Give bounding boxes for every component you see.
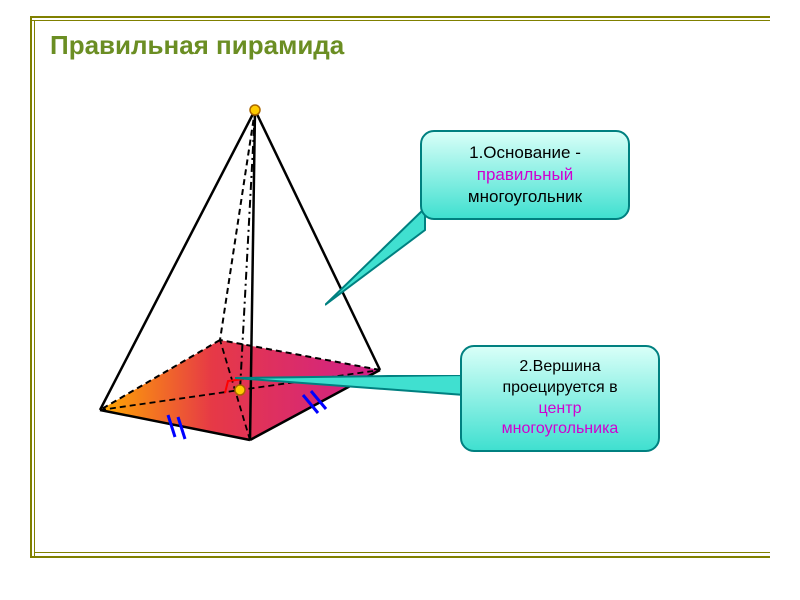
frame-border	[30, 16, 32, 556]
apex-vertex	[250, 105, 260, 115]
frame-border	[34, 552, 770, 553]
frame-border	[30, 556, 770, 558]
frame-border	[30, 16, 770, 18]
callout-text: проецируется в	[476, 378, 644, 399]
callout-text: центр	[476, 399, 644, 420]
callout-tail	[235, 375, 485, 435]
callout-text: 2.Вершина	[476, 357, 644, 378]
callout-apex: 2.Вершина проецируется в центр многоугол…	[460, 345, 660, 452]
slide-title: Правильная пирамида	[50, 30, 344, 61]
callout-text: правильный	[436, 164, 614, 186]
frame-border	[30, 20, 770, 21]
callout-text: многоугольника	[476, 419, 644, 440]
frame-border	[34, 20, 35, 556]
callout-text: 1.Основание -	[436, 142, 614, 164]
callout-text: многоугольник	[436, 186, 614, 208]
callout-foundation: 1.Основание - правильный многоугольник	[420, 130, 630, 220]
